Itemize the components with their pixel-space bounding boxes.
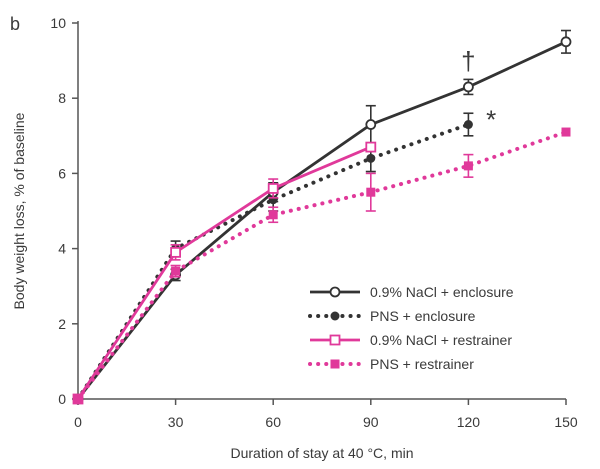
data-point [330,359,340,369]
data-point [330,311,340,321]
data-point [463,161,473,171]
y-tick-label: 0 [58,391,66,407]
data-point [171,266,181,276]
x-axis-title: Duration of stay at 40 °C, min [230,445,413,461]
y-tick-label: 2 [58,316,66,332]
data-point [462,81,474,93]
y-axis-title: Body weight loss, % of baseline [11,112,27,309]
data-point [561,127,571,137]
data-point [366,153,376,163]
significance-mark: * [486,104,496,134]
x-tick-label: 90 [363,414,379,430]
y-tick-label: 10 [50,15,66,31]
legend-item: PNS + enclosure [308,308,476,324]
data-point [365,141,377,153]
series-3 [72,141,377,405]
y-tick-label: 4 [58,241,66,257]
y-tick-label: 8 [58,90,66,106]
legend-item: 0.9% NaCl + restrainer [310,332,512,348]
legend-label: PNS + restrainer [370,356,474,372]
x-tick-label: 120 [457,414,481,430]
axes: 0 30 60 90 120 150 0 2 4 6 8 10 [50,15,577,430]
data-point [267,183,279,194]
x-tick-label: 60 [265,414,281,430]
y-tick-label: 6 [58,165,66,181]
x-tick-label: 0 [74,414,82,430]
data-point [73,394,83,404]
series-line [76,145,372,400]
series-line [76,40,567,400]
legend-item: 0.9% NaCl + enclosure [310,284,514,300]
x-tick-label: 150 [554,414,578,430]
series-4 [73,127,571,404]
data-point [365,119,377,130]
series-line [76,130,568,401]
series-group [72,29,572,405]
legend-label: PNS + enclosure [370,308,476,324]
legend-label: 0.9% NaCl + restrainer [370,332,512,348]
data-point [268,210,278,220]
significance-mark: † [461,46,475,76]
panel-label: b [10,14,20,34]
legend: 0.9% NaCl + enclosure PNS + enclosure 0.9%… [308,284,514,372]
data-point [170,246,182,258]
data-point [366,187,376,197]
legend-label: 0.9% NaCl + enclosure [370,284,514,300]
data-point [329,286,341,298]
legend-item: PNS + restrainer [308,356,474,372]
data-point [329,334,341,346]
data-point [463,120,473,130]
data-point [560,36,572,48]
chart-text: b Duration of stay at 40 °C, min Body we… [10,14,496,461]
x-tick-label: 30 [168,414,184,430]
